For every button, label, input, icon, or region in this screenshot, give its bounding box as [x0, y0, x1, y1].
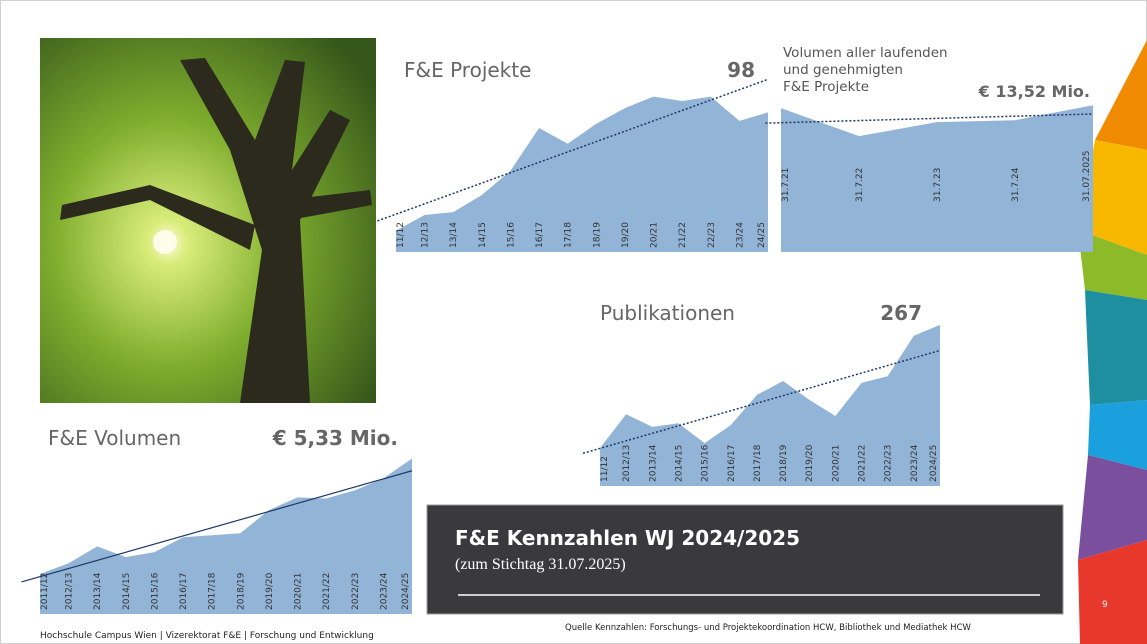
category-label: 2015/16	[150, 572, 160, 610]
category-label: 2016/17	[727, 445, 737, 482]
chart-title: F&E Volumen	[48, 426, 181, 450]
category-label: 2015/16	[701, 444, 711, 482]
page-number: 9	[1102, 600, 1108, 610]
color-ribbon	[1078, 40, 1147, 644]
category-label: 23/24	[735, 222, 745, 248]
trend-line	[377, 78, 769, 222]
banner-subtitle: (zum Stichtag 31.07.2025)	[455, 556, 626, 573]
category-label: 15/16	[506, 222, 516, 248]
category-label: 12/13	[421, 222, 431, 248]
category-label: 22/23	[707, 222, 717, 248]
area	[396, 96, 768, 252]
category-label: 11/12	[396, 222, 406, 248]
chart: 31.7.21 31.7.22 31.7.23 31.7.24 31.07.2025 Vo…	[765, 45, 1094, 252]
category-label: 31.7.22	[855, 168, 865, 202]
category-label: 14/15	[478, 222, 488, 248]
category-label: 2022/23	[351, 573, 361, 610]
category-label: 2020/21	[831, 445, 841, 482]
trend-line	[765, 113, 1094, 124]
banner-title: F&E Kennzahlen WJ 2024/2025	[455, 526, 800, 550]
category-label: 2012/13	[65, 573, 75, 610]
category-label: 18/19	[592, 222, 602, 248]
chart: 11/12 2012/13 2013/14 2014/15 2015/16 2016/17…	[582, 301, 941, 486]
chart-title: Publikationen	[600, 301, 735, 325]
category-label: 2018/19	[236, 572, 246, 610]
category-label: 2018/19	[779, 444, 789, 482]
category-label: 2013/14	[93, 572, 103, 610]
chart: 11/12 12/13 13/14 14/15 15/16 16/17 17/18 18/19…	[377, 58, 769, 252]
category-label: 17/18	[564, 222, 574, 248]
chart-headline: 267	[880, 301, 922, 325]
category-label: 24/25	[757, 222, 767, 248]
category-label: 2019/20	[805, 444, 815, 482]
area	[40, 458, 412, 614]
category-label: 2013/14	[648, 444, 658, 482]
category-label: 2016/17	[179, 573, 189, 610]
category-label: 31.7.21	[781, 168, 791, 202]
chart-headline: € 5,33 Mio.	[272, 426, 398, 450]
category-label: 2023/24	[379, 572, 389, 610]
category-label: 31.7.24	[1011, 167, 1021, 202]
category-label: 2011/12	[40, 573, 50, 610]
category-label: 2022/23	[884, 445, 894, 482]
category-label: 19/20	[621, 222, 631, 248]
tree-photo	[40, 38, 376, 403]
footer-source: Quelle Kennzahlen: Forschungs- und Proje…	[565, 623, 972, 633]
category-label: 2017/18	[208, 572, 218, 610]
category-label: 2023/24	[910, 444, 920, 482]
category-label: 21/22	[678, 222, 688, 248]
category-label: 11/12	[600, 456, 610, 482]
area	[600, 324, 940, 486]
category-label: 2021/22	[858, 445, 868, 482]
chart-headline: € 13,52 Mio.	[978, 82, 1090, 101]
category-label: 2024/25	[929, 445, 939, 482]
trend-line	[21, 470, 413, 583]
category-label: 2017/18	[753, 444, 763, 482]
category-label: 2014/15	[122, 573, 132, 610]
category-label: 31.7.23	[933, 168, 943, 202]
chart: 2011/12 2012/13 2013/14 2014/15 2015/16 2016/…	[21, 426, 413, 614]
category-label: 2019/20	[265, 572, 275, 610]
chart-title: F&E Projekte	[404, 58, 531, 82]
category-label: 2020/21	[294, 573, 304, 610]
banner: F&E Kennzahlen WJ 2024/2025 (zum Stichta…	[426, 504, 1064, 615]
category-label: 2012/13	[622, 445, 632, 482]
category-label: 2021/22	[322, 573, 332, 610]
footer-left: Hochschule Campus Wien | Vizerektorat F&…	[40, 631, 374, 641]
banner-box	[426, 504, 1064, 615]
category-label: 2024/25	[401, 573, 411, 610]
category-label: 2014/15	[674, 445, 684, 482]
category-label: 16/17	[535, 222, 545, 248]
category-label: 13/14	[449, 222, 459, 248]
chart-headline: 98	[727, 58, 755, 82]
category-label: 31.07.2025	[1082, 150, 1092, 202]
category-label: 20/21	[650, 222, 660, 248]
area	[781, 105, 1093, 252]
chart-title: F&E Projekte	[783, 79, 869, 95]
chart-title: und genehmigten	[783, 62, 903, 78]
chart-title: Volumen aller laufenden	[783, 45, 948, 61]
trend-line	[582, 349, 941, 455]
